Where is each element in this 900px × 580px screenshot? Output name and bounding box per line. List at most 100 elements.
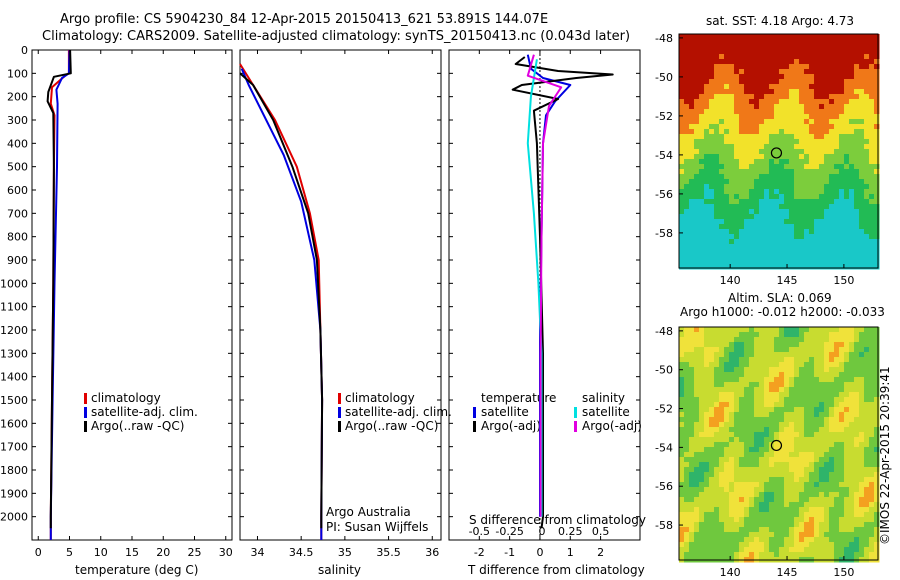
- map-cell: [809, 547, 815, 553]
- map-cell: [769, 254, 775, 260]
- map-cell: [804, 447, 810, 453]
- map-cell: [724, 537, 730, 543]
- map-cell: [799, 104, 805, 110]
- map-cell: [779, 552, 785, 558]
- map-cell: [734, 99, 740, 105]
- map-cell: [704, 219, 710, 225]
- map-cell: [694, 327, 700, 333]
- map-cell: [754, 164, 760, 170]
- map-cell: [849, 74, 855, 80]
- map-cell: [749, 239, 755, 245]
- map-cell: [864, 517, 870, 523]
- map-cell: [854, 129, 860, 135]
- map-cell: [794, 64, 800, 70]
- map-cell: [849, 447, 855, 453]
- map-cell: [739, 114, 745, 120]
- map-cell: [819, 487, 825, 493]
- map-cell: [709, 432, 715, 438]
- map-cell: [789, 264, 795, 270]
- map-cell: [744, 362, 750, 368]
- map-cell: [739, 432, 745, 438]
- map-cell: [684, 517, 690, 523]
- map-cell: [679, 124, 685, 130]
- map-cell: [749, 477, 755, 483]
- map-cell: [834, 492, 840, 498]
- map-cell: [759, 522, 765, 528]
- map-cell: [749, 552, 755, 558]
- map-cell: [779, 239, 785, 245]
- map-cell: [774, 224, 780, 230]
- map-cell: [734, 84, 740, 90]
- map-cell: [819, 49, 825, 55]
- map-cell: [764, 44, 770, 50]
- map-cell: [724, 244, 730, 250]
- map-cell: [869, 337, 875, 343]
- s-legend-climatology: climatology: [345, 391, 415, 405]
- map-cell: [869, 332, 875, 338]
- map-cell: [714, 184, 720, 190]
- map-cell: [699, 447, 705, 453]
- map-cell: [789, 204, 795, 210]
- map-cell: [844, 357, 850, 363]
- map-cell: [764, 114, 770, 120]
- map-cell: [829, 124, 835, 130]
- map-cell: [764, 427, 770, 433]
- map-cell: [824, 114, 830, 120]
- map-cell: [849, 337, 855, 343]
- map-cell: [754, 482, 760, 488]
- map-cell: [809, 79, 815, 85]
- map-cell: [689, 144, 695, 150]
- map-cell: [839, 377, 845, 383]
- map-cell: [789, 164, 795, 170]
- map-cell: [814, 462, 820, 468]
- map-cell: [719, 337, 725, 343]
- map-cell: [839, 422, 845, 428]
- map-cell: [814, 397, 820, 403]
- map-cell: [854, 164, 860, 170]
- map-cell: [849, 417, 855, 423]
- map-cell: [789, 169, 795, 175]
- map-cell: [729, 437, 735, 443]
- map-cell: [784, 154, 790, 160]
- map-cell: [844, 472, 850, 478]
- map-cell: [754, 447, 760, 453]
- map-cell: [849, 457, 855, 463]
- map-cell: [719, 144, 725, 150]
- map-cell: [704, 34, 710, 40]
- map-cell: [779, 134, 785, 140]
- map-cell: [824, 159, 830, 165]
- map-cell: [689, 472, 695, 478]
- map-cell: [679, 332, 685, 338]
- map-cell: [869, 154, 875, 160]
- map-cell: [694, 64, 700, 70]
- map-cell: [819, 527, 825, 533]
- map-cell: [799, 547, 805, 553]
- map-cell: [739, 537, 745, 543]
- map-cell: [809, 387, 815, 393]
- map-cell: [769, 194, 775, 200]
- map-cell: [719, 164, 725, 170]
- map-cell: [869, 174, 875, 180]
- map-cell: [874, 74, 880, 80]
- map-cell: [709, 402, 715, 408]
- map-cell: [819, 407, 825, 413]
- map-cell: [739, 452, 745, 458]
- map-cell: [849, 264, 855, 270]
- map-cell: [689, 239, 695, 245]
- map-cell: [874, 104, 880, 110]
- map-cell: [784, 254, 790, 260]
- map-cell: [859, 382, 865, 388]
- map-cell: [824, 164, 830, 170]
- d-legend-t-satellite: satellite: [481, 405, 529, 419]
- map-cell: [679, 397, 685, 403]
- map-cell: [699, 79, 705, 85]
- map-cell: [784, 427, 790, 433]
- map-cell: [874, 332, 880, 338]
- map-cell: [819, 74, 825, 80]
- map-cell: [759, 407, 765, 413]
- map-cell: [729, 89, 735, 95]
- map-cell: [709, 417, 715, 423]
- map-cell: [749, 397, 755, 403]
- map-cell: [799, 372, 805, 378]
- map-cell: [764, 412, 770, 418]
